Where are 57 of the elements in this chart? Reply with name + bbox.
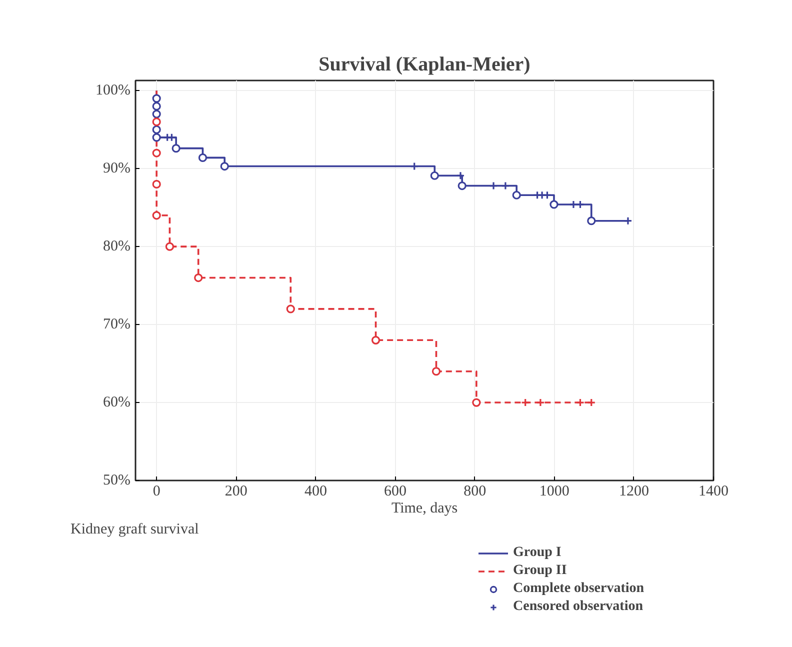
point bbox=[152, 94, 161, 103]
point bbox=[371, 336, 380, 344]
x-tick-label: 600 bbox=[384, 484, 407, 500]
point bbox=[569, 200, 578, 209]
point bbox=[220, 162, 229, 171]
point bbox=[430, 171, 439, 180]
text: Kidney graft survival bbox=[70, 522, 199, 538]
point bbox=[521, 398, 530, 407]
x-tick-label: 0 bbox=[152, 484, 160, 500]
legend-label: Group I bbox=[513, 545, 562, 561]
point bbox=[152, 211, 161, 220]
x-tick-label: 1000 bbox=[539, 484, 570, 500]
y-tick-label: 70% bbox=[103, 316, 131, 333]
y-tick-label: 50% bbox=[103, 472, 131, 488]
point bbox=[152, 133, 161, 142]
x-tick-label: 800 bbox=[464, 484, 486, 500]
point bbox=[472, 398, 481, 407]
point bbox=[172, 144, 180, 153]
x-tick-label: 1400 bbox=[698, 484, 728, 500]
point bbox=[512, 190, 521, 200]
point bbox=[410, 162, 419, 171]
point bbox=[456, 171, 465, 180]
point bbox=[501, 181, 510, 190]
point bbox=[587, 216, 596, 226]
point bbox=[167, 133, 176, 142]
point bbox=[538, 190, 546, 200]
point bbox=[152, 110, 161, 118]
x-axis-title: Time, days bbox=[391, 500, 458, 516]
point bbox=[550, 200, 558, 209]
point bbox=[152, 125, 161, 134]
point bbox=[576, 200, 585, 209]
y-tick-label: 90% bbox=[103, 160, 131, 177]
point bbox=[194, 273, 203, 282]
point bbox=[576, 398, 585, 407]
point bbox=[536, 398, 545, 407]
point bbox=[198, 153, 208, 162]
point bbox=[165, 242, 174, 251]
point bbox=[432, 367, 441, 376]
y-tick-label: 60% bbox=[103, 394, 131, 411]
y-tick-label: 80% bbox=[103, 238, 131, 255]
x-tick-label: 200 bbox=[224, 484, 248, 500]
point bbox=[489, 181, 498, 190]
point bbox=[152, 148, 161, 158]
point bbox=[458, 181, 466, 190]
point bbox=[587, 398, 596, 407]
x-tick-label: 1200 bbox=[618, 484, 649, 500]
x-tick-label: 400 bbox=[304, 484, 327, 500]
point bbox=[152, 102, 161, 111]
legend-label: Censored observation bbox=[513, 599, 644, 615]
point bbox=[152, 180, 161, 188]
point bbox=[542, 190, 552, 200]
chart-title: Survival (Kaplan-Meier) bbox=[318, 54, 530, 76]
legend-label: Complete observation bbox=[513, 581, 644, 597]
point bbox=[152, 118, 161, 126]
legend-label: Group II bbox=[513, 563, 567, 579]
y-tick-label: 100% bbox=[96, 82, 131, 99]
point bbox=[286, 304, 295, 314]
